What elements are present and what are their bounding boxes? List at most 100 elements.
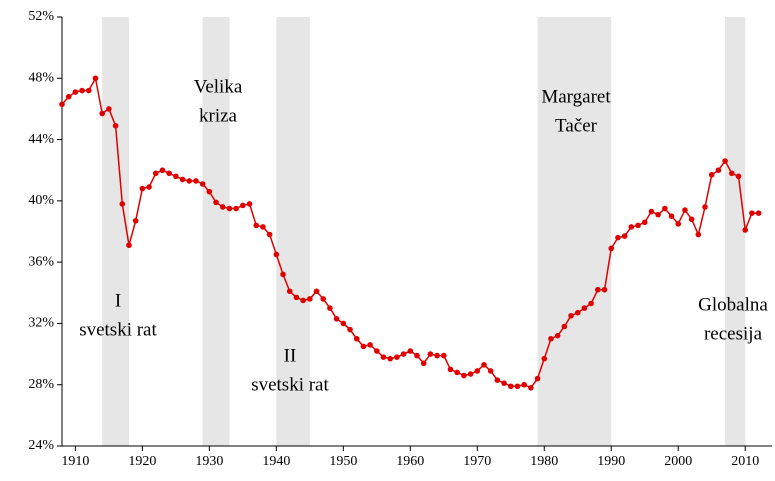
data-point [501, 380, 507, 386]
data-point [481, 361, 487, 368]
data-point [735, 173, 742, 180]
annotation: I [115, 290, 121, 311]
data-point [286, 288, 293, 295]
data-point [561, 323, 568, 330]
y-tick-label: 24% [28, 438, 54, 453]
data-point [635, 222, 641, 229]
data-point [240, 202, 246, 209]
data-point [722, 158, 728, 164]
x-tick-label: 1920 [128, 454, 156, 469]
data-point [159, 167, 166, 174]
data-point [92, 75, 99, 82]
data-point [729, 170, 735, 177]
data-point [280, 271, 286, 278]
data-point [534, 375, 541, 382]
data-point [715, 167, 722, 174]
data-point [387, 355, 394, 362]
data-point [434, 352, 440, 359]
data-point [193, 178, 199, 184]
data-point [333, 316, 340, 322]
data-point [742, 227, 749, 233]
data-point [494, 377, 501, 383]
annotation: Velika [194, 76, 243, 97]
x-tick-label: 1980 [530, 454, 558, 469]
x-tick-label: 1950 [329, 454, 357, 469]
data-point [307, 296, 313, 302]
data-point [179, 176, 186, 183]
data-point [621, 233, 628, 239]
data-point [226, 205, 233, 212]
data-point [648, 208, 655, 215]
data-point [166, 170, 172, 177]
shaded-period [537, 17, 612, 446]
data-point [186, 178, 193, 184]
y-tick-label: 28% [28, 377, 54, 392]
data-point [152, 170, 159, 177]
data-point [675, 221, 682, 227]
annotation: II [284, 345, 297, 366]
data-point [353, 335, 360, 342]
annotation: svetski rat [79, 319, 157, 340]
data-point [99, 110, 105, 117]
data-point [72, 89, 79, 95]
data-point [414, 352, 420, 359]
x-tick-label: 2010 [731, 454, 759, 469]
data-point [695, 231, 702, 238]
data-point [702, 204, 708, 210]
data-point [662, 205, 668, 212]
data-point [548, 335, 554, 342]
data-point [233, 205, 239, 212]
data-point [360, 343, 367, 350]
shaded-period [102, 17, 129, 446]
data-point [300, 297, 306, 304]
y-tick-label: 36% [28, 254, 54, 269]
y-tick-label: 44% [28, 132, 54, 147]
data-point [400, 351, 407, 357]
data-point [474, 368, 481, 374]
annotation: recesija [704, 323, 763, 344]
data-point [568, 312, 574, 319]
data-point [608, 245, 615, 252]
data-point [173, 173, 179, 180]
y-tick-label: 32% [28, 316, 54, 331]
data-point [514, 383, 521, 390]
data-point [454, 369, 460, 376]
annotation: Globalna [698, 294, 768, 315]
data-point [447, 366, 454, 373]
data-point [487, 368, 494, 374]
data-point [440, 352, 447, 359]
y-tick-label: 52% [28, 9, 54, 24]
data-point [380, 354, 387, 360]
shaded-period [276, 17, 310, 446]
data-point [628, 224, 635, 230]
data-point [507, 383, 514, 390]
annotation: Margaret [541, 86, 611, 107]
data-point [615, 234, 621, 241]
data-point [132, 217, 139, 224]
data-point [199, 181, 206, 187]
data-point [588, 300, 594, 307]
data-point [374, 348, 380, 354]
data-point [708, 172, 715, 178]
data-point [641, 219, 648, 226]
data-point [320, 296, 327, 302]
data-point [293, 294, 300, 301]
data-point [65, 93, 72, 100]
data-point [79, 87, 85, 94]
data-point [407, 348, 414, 354]
data-point [521, 381, 527, 388]
data-point [668, 213, 675, 219]
data-point [266, 231, 273, 238]
data-point [85, 87, 92, 94]
series-line [61, 76, 759, 389]
data-point [313, 288, 320, 295]
data-point [749, 210, 755, 216]
data-point [755, 210, 762, 216]
x-tick-label: 1990 [597, 454, 625, 469]
data-point [528, 384, 534, 391]
annotation: kriza [199, 105, 238, 126]
data-point [213, 199, 219, 206]
x-tick-label: 1970 [463, 454, 491, 469]
data-point [554, 332, 561, 339]
data-point [273, 251, 280, 258]
